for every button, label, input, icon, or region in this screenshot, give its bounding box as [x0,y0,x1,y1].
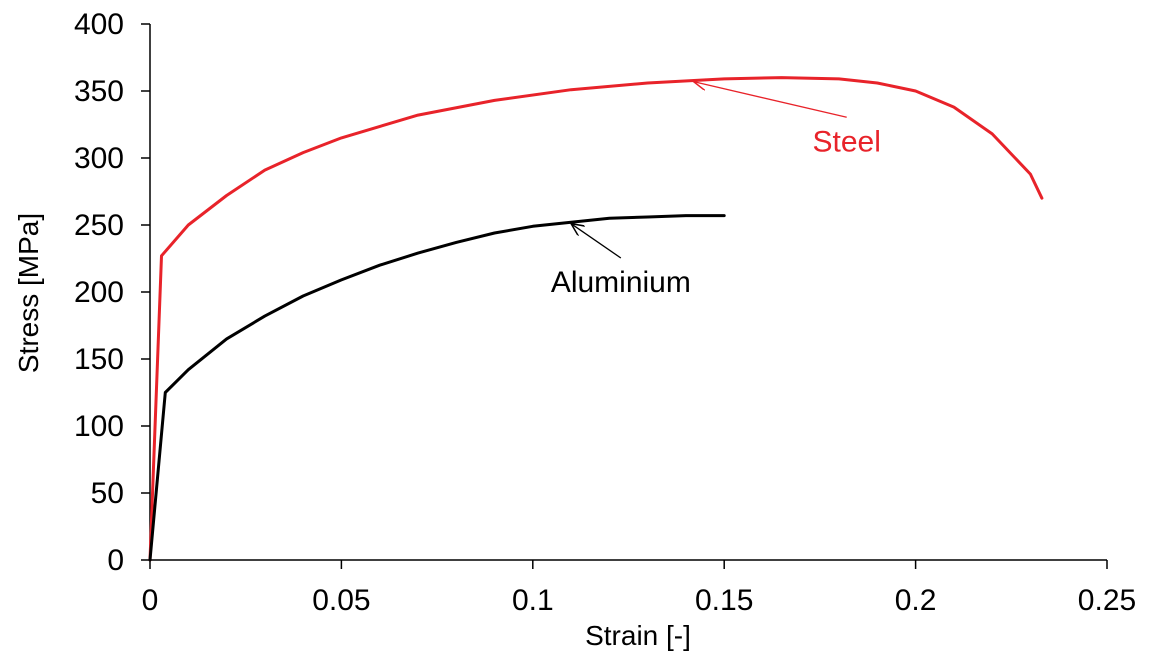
x-tick-label: 0.05 [312,584,370,617]
y-tick-label: 0 [107,544,124,577]
x-tick-label: 0.25 [1078,584,1136,617]
y-tick-label: 150 [74,343,124,376]
y-tick-label: 300 [74,142,124,175]
y-tick-label: 400 [74,8,124,41]
x-tick-label: 0.2 [895,584,937,617]
x-tick-label: 0 [142,584,159,617]
annotation-arrow-steel [694,82,847,118]
y-tick-label: 200 [74,276,124,309]
x-tick-label: 0.15 [695,584,753,617]
x-axis-title: Strain [-] [585,620,691,651]
y-tick-label: 250 [74,209,124,242]
annotation-label-steel: Steel [813,125,881,158]
series-line-steel [148,76,1044,562]
annotation-label-aluminium: Aluminium [551,266,691,299]
y-tick-label: 350 [74,75,124,108]
y-tick-label: 50 [91,477,124,510]
x-axis: 0 0.05 0.1 0.15 0.2 0.25 [142,559,1136,617]
y-tick-label: 100 [74,410,124,443]
series-annotations: Steel Aluminium [551,82,881,299]
y-axis: 0 50 100 150 200 250 300 350 400 [74,8,151,577]
annotation-arrow-aluminium [571,224,622,259]
series-line-aluminium [148,214,726,562]
y-axis-title: Stress [MPa] [13,213,44,373]
x-tick-label: 0.1 [512,584,554,617]
plot-series [148,76,1044,562]
